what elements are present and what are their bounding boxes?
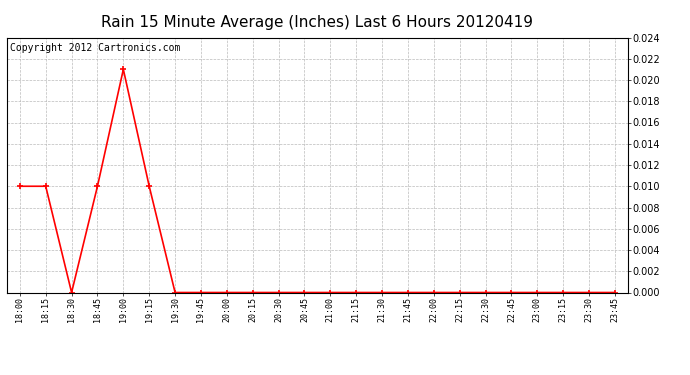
Text: Copyright 2012 Cartronics.com: Copyright 2012 Cartronics.com	[10, 43, 180, 52]
Text: Rain 15 Minute Average (Inches) Last 6 Hours 20120419: Rain 15 Minute Average (Inches) Last 6 H…	[101, 15, 533, 30]
